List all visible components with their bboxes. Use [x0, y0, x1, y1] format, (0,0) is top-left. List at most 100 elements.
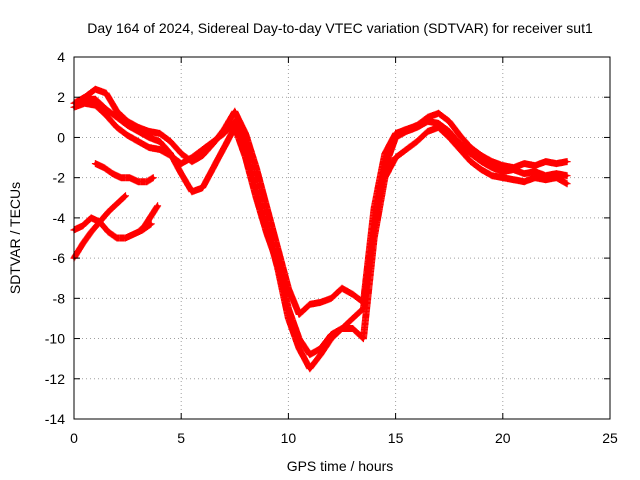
data-point: [233, 109, 237, 113]
data-point: [329, 333, 333, 336]
data-point: [89, 230, 93, 234]
data-point: [169, 140, 172, 143]
data-point: [437, 121, 440, 125]
data-series: [70, 85, 571, 373]
data-point: [426, 129, 430, 133]
data-point: [244, 156, 247, 160]
data-point: [522, 180, 526, 184]
plot-frame: [73, 56, 611, 420]
data-point: [565, 182, 569, 186]
data-point: [404, 127, 408, 131]
series-markers: [70, 99, 571, 373]
data-point: [115, 125, 119, 129]
data-point: [106, 210, 110, 214]
y-tick-label: 4: [57, 49, 65, 65]
data-point: [565, 160, 569, 164]
data-point: [132, 232, 136, 236]
data-point: [111, 172, 115, 176]
data-point: [156, 204, 160, 208]
x-tick-label: 10: [281, 430, 297, 446]
data-point: [286, 286, 290, 290]
data-point: [554, 172, 558, 176]
data-point: [276, 246, 280, 250]
data-point: [501, 164, 505, 168]
series-track-f: [70, 192, 129, 262]
data-point: [201, 154, 205, 157]
data-point: [104, 91, 108, 95]
data-point: [308, 367, 312, 371]
data-point: [544, 160, 548, 164]
data-point: [81, 242, 85, 246]
data-point: [501, 176, 505, 180]
data-point: [136, 129, 140, 133]
data-point: [136, 140, 140, 143]
x-tick-label: 15: [388, 430, 404, 446]
data-point: [136, 180, 140, 184]
data-point: [533, 164, 537, 168]
data-point: [522, 162, 526, 166]
data-point: [297, 347, 301, 351]
data-point: [179, 162, 183, 166]
data-point: [93, 162, 97, 166]
data-point: [158, 148, 162, 151]
data-point: [89, 216, 93, 220]
data-point: [351, 316, 355, 320]
data-point: [383, 176, 387, 180]
data-point: [404, 148, 408, 151]
y-tick-label: -2: [53, 170, 66, 186]
data-point: [179, 152, 183, 155]
data-point: [115, 202, 119, 206]
data-point: [469, 152, 473, 155]
series-track-a: [70, 99, 571, 373]
data-point: [351, 292, 355, 296]
data-point: [479, 154, 483, 157]
data-point: [394, 156, 398, 160]
data-point: [265, 232, 269, 236]
data-point: [426, 115, 430, 119]
data-point: [233, 125, 237, 129]
data-point: [372, 236, 376, 240]
data-point: [447, 119, 451, 123]
data-point: [128, 176, 132, 180]
data-point: [319, 300, 323, 304]
data-point: [93, 97, 97, 101]
data-point: [265, 206, 269, 210]
x-tick-label: 25: [602, 430, 618, 446]
data-point: [383, 152, 387, 155]
data-point: [104, 107, 108, 111]
x-tick-label: 20: [495, 430, 511, 446]
chart-title: Day 164 of 2024, Sidereal Day-to-day VTE…: [87, 20, 593, 36]
data-point: [276, 262, 280, 266]
axes: 0 5 10 15 20 25 -14 -12 -10 -8 -6 -4 -2 0 2 4: [45, 49, 618, 446]
data-point: [145, 180, 149, 184]
data-point: [533, 170, 537, 174]
data-point: [319, 347, 323, 351]
data-point: [158, 140, 162, 143]
data-point: [554, 176, 558, 180]
data-point: [458, 142, 462, 145]
data-point: [479, 160, 483, 164]
data-point: [554, 162, 558, 166]
data-point: [490, 166, 494, 170]
data-point: [179, 172, 183, 176]
series-track-g: [134, 202, 162, 236]
y-tick-label: -12: [45, 371, 65, 387]
data-point: [222, 146, 226, 149]
data-point: [361, 337, 365, 341]
data-point: [447, 129, 451, 133]
data-point: [158, 131, 162, 135]
x-tick-label: 0: [70, 430, 78, 446]
data-point: [469, 160, 473, 164]
y-tick-label: -4: [53, 210, 66, 226]
series-markers: [134, 202, 162, 236]
data-point: [254, 196, 258, 200]
data-point: [544, 178, 548, 182]
data-point: [151, 176, 155, 180]
data-point: [115, 236, 119, 240]
data-point: [533, 176, 537, 180]
data-point: [490, 160, 494, 164]
data-point: [415, 140, 419, 143]
y-tick-label: -14: [45, 411, 65, 427]
data-point: [124, 236, 127, 240]
